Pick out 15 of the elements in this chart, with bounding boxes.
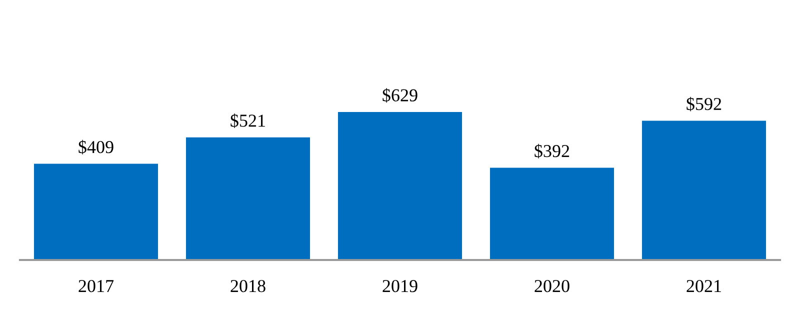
data-label: $629: [382, 88, 418, 103]
x-tick-label: 2020: [534, 280, 570, 292]
bar: [490, 168, 614, 260]
bar: [34, 164, 158, 260]
data-label: $392: [534, 144, 570, 158]
x-tick-label: 2021: [686, 280, 721, 292]
x-tick-label: 2018: [230, 280, 266, 292]
data-label: $409: [78, 140, 114, 154]
bar: [338, 112, 462, 260]
data-label: $521: [230, 114, 265, 128]
x-tick-label: 2017: [78, 280, 114, 292]
data-label: $592: [686, 96, 722, 112]
x-tick-label: 2019: [382, 280, 418, 292]
bar: [642, 120, 766, 260]
bar: [186, 137, 310, 260]
